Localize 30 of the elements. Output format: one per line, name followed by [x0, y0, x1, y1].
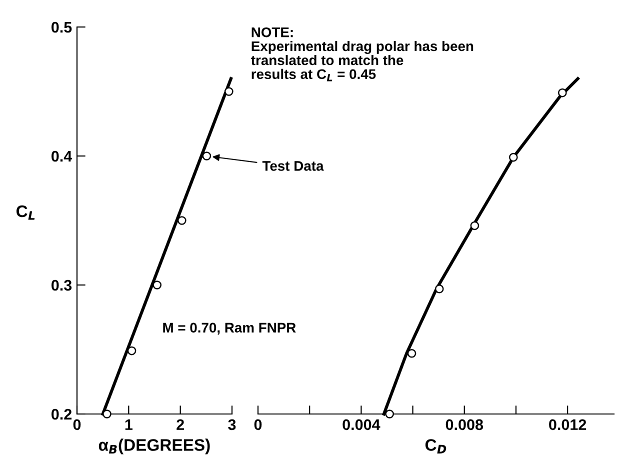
x-tick-label: 0: [73, 419, 81, 430]
x-tick-label: 3: [228, 419, 236, 430]
point: [152, 280, 162, 290]
point: [470, 221, 480, 230]
x-tick-label: 2: [176, 419, 184, 430]
annotation: M = 0.70, Ram FNPR: [163, 322, 296, 335]
point: [407, 348, 416, 358]
y-axis-title: C$_{L}$: [16, 205, 35, 220]
x-axis-title: C$_{D}$: [425, 439, 446, 454]
x-axis-title: α$_{B}$(DEGREES): [98, 438, 210, 454]
point: [558, 88, 567, 98]
point: [177, 216, 186, 225]
point: [508, 152, 518, 162]
y-tick-label: 0.4: [52, 150, 72, 162]
annotation: NOTE: Experimental drag polar has been translated to match the results at C$_{L}$ = 0.45: [251, 27, 474, 82]
y-tick-label: 0.5: [52, 22, 72, 33]
point: [102, 410, 112, 418]
x-tick-label: 1: [125, 419, 132, 430]
point: [385, 410, 394, 418]
point: [202, 152, 212, 160]
x-tick-label: 0.012: [549, 419, 586, 430]
x-tick-label: 0.004: [342, 419, 380, 430]
y-tick-label: 0.3: [52, 280, 72, 291]
x-tick-label: 0.008: [446, 419, 484, 430]
x-tick-label: 0: [254, 419, 262, 430]
legend-label: Test Data: [262, 161, 324, 171]
point: [434, 284, 444, 294]
y-tick-label: 0.2: [52, 408, 72, 420]
point: [127, 346, 136, 356]
point: [224, 87, 234, 96]
